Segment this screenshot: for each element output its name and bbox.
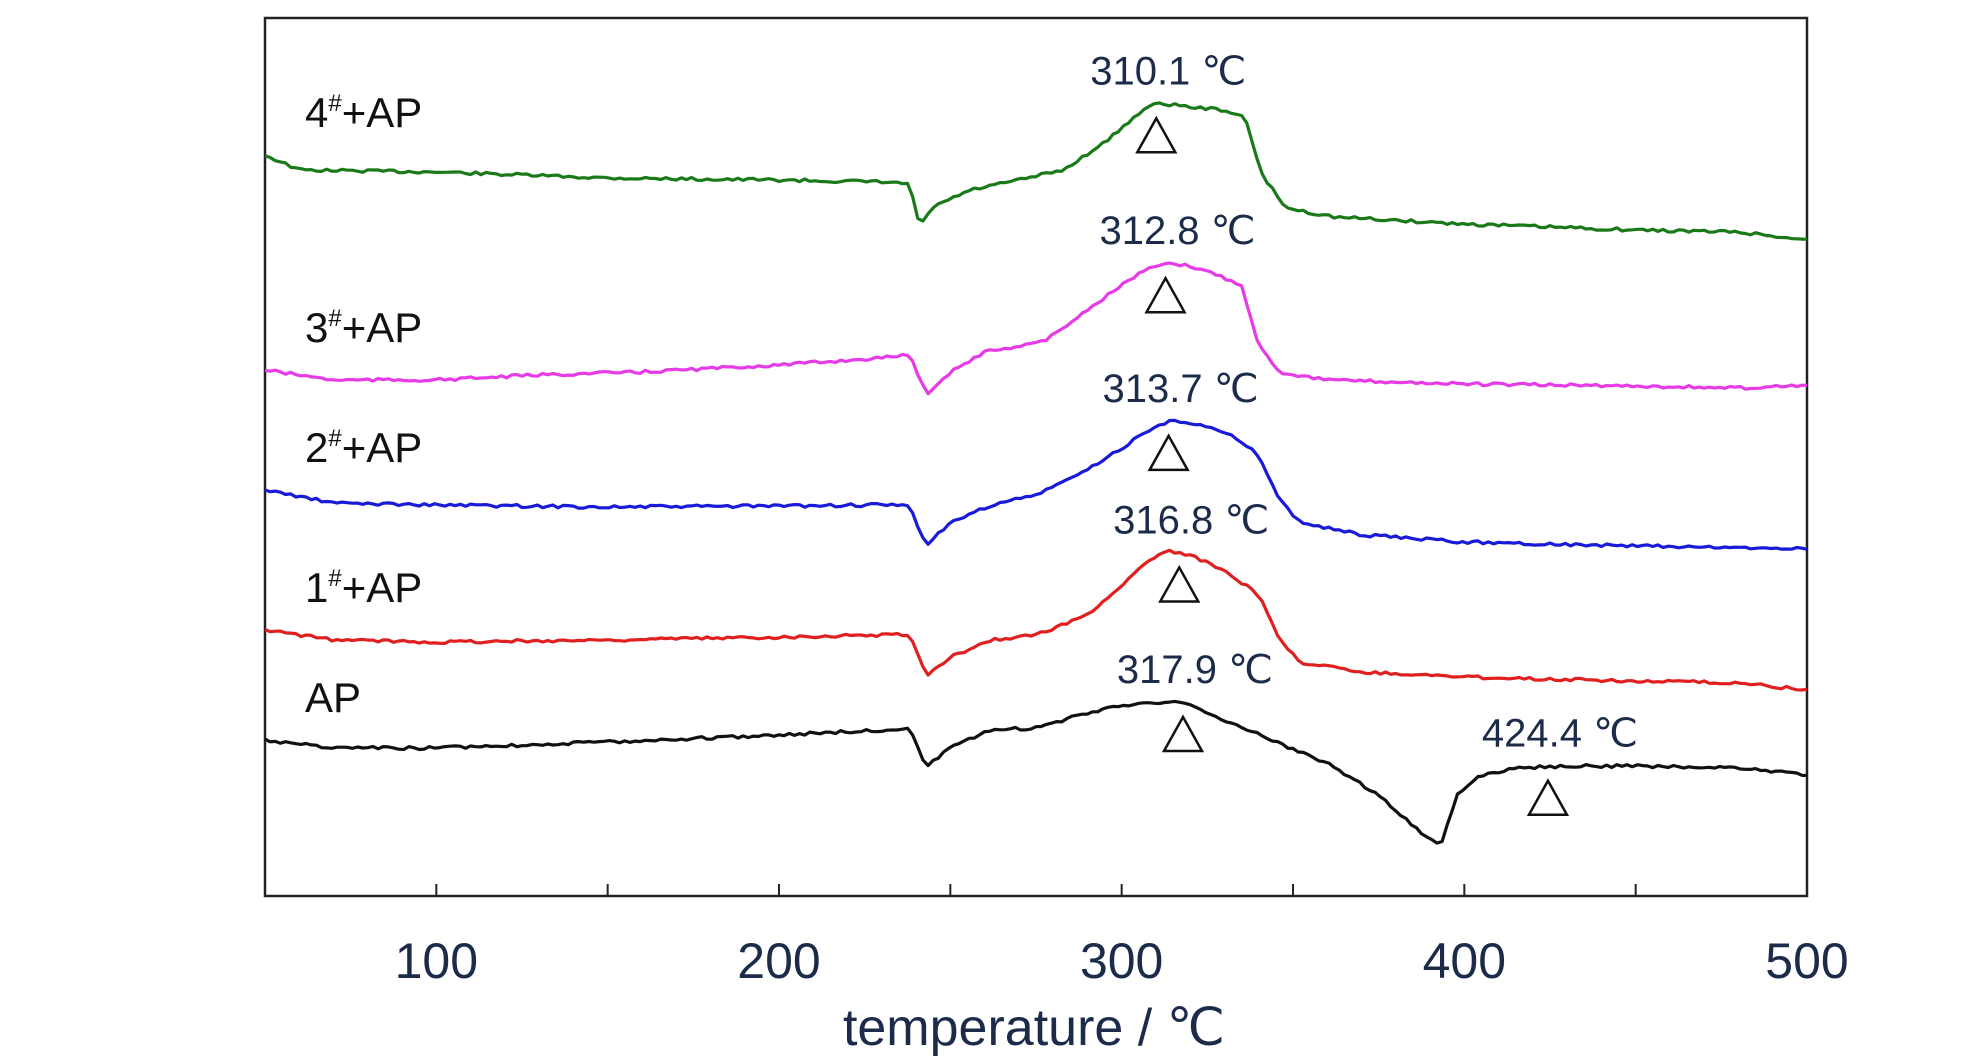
peak-triangle-icon <box>1526 778 1570 816</box>
series-label: AP <box>305 674 361 721</box>
peak-temperature-label: 316.8 ℃ <box>1113 498 1269 542</box>
plot-area-frame <box>263 16 1809 898</box>
peak-temperature-label: 312.8 ℃ <box>1099 209 1255 253</box>
x-tick-label: 300 <box>1080 933 1163 989</box>
x-axis-title: temperature / ℃ <box>843 999 1225 1057</box>
x-tick-label: 400 <box>1423 933 1506 989</box>
series-label: 3#+AP <box>305 304 422 351</box>
peak-temperature-label: 313.7 ℃ <box>1103 367 1259 411</box>
x-tick-label: 200 <box>737 933 820 989</box>
peak-triangle-icon <box>1144 275 1187 314</box>
series-line <box>264 261 1808 396</box>
peak-triangle-icon <box>1135 115 1178 154</box>
peak-temperature-label: 424.4 ℃ <box>1482 712 1638 756</box>
series-label: 1#+AP <box>305 564 422 611</box>
peak-triangle-icon <box>1161 714 1205 753</box>
series-label: 4#+AP <box>305 89 422 136</box>
series-line <box>264 418 1808 551</box>
peak-temperature-label: 317.9 ℃ <box>1117 648 1273 692</box>
series-line <box>264 699 1808 845</box>
peak-triangle-icon <box>1147 433 1190 472</box>
x-axis-ticks: 100 200 300 400 500 <box>264 884 1849 989</box>
x-tick-label: 500 <box>1765 933 1848 989</box>
series-labels: 4#+AP 3#+AP 2#+AP 1#+AP AP <box>305 89 422 721</box>
series-line <box>264 548 1808 692</box>
peak-temperature-label: 310.1 ℃ <box>1090 49 1246 93</box>
series-label: 2#+AP <box>305 424 422 471</box>
peak-triangle-icon <box>1158 564 1201 603</box>
series-curves <box>264 101 1808 845</box>
series-line <box>264 101 1808 241</box>
x-tick-label: 100 <box>395 933 478 989</box>
peak-markers: 310.1 ℃ 312.8 ℃ 313.7 ℃ 316.8 ℃ 317.9 ℃ 424.4… <box>1090 49 1638 816</box>
